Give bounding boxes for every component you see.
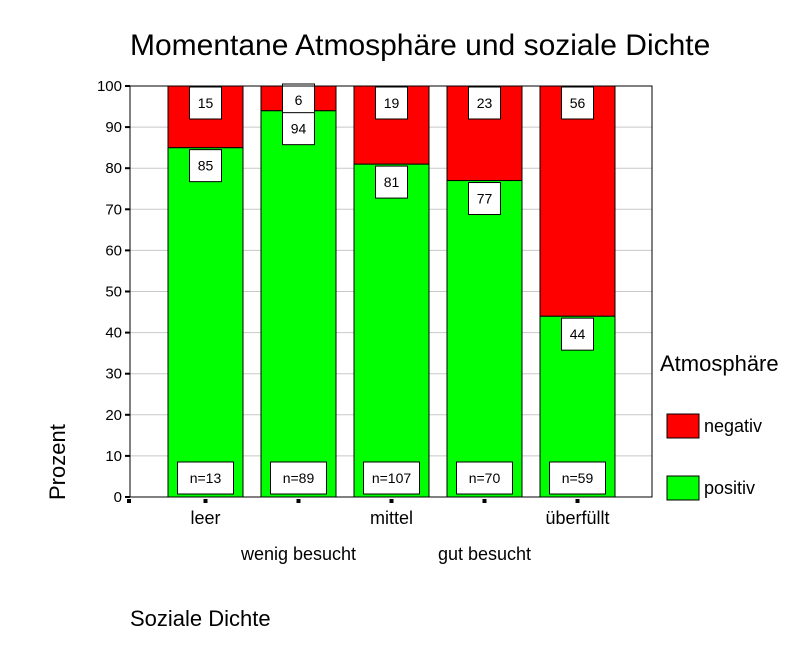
y-axis-title: Prozent xyxy=(45,424,70,500)
bar-negativ xyxy=(539,85,616,317)
n-label-text: n=59 xyxy=(562,470,594,486)
y-tick-label: 80 xyxy=(105,160,122,177)
x-tick-label: überfüllt xyxy=(545,508,609,528)
data-label-positiv-box xyxy=(189,149,222,183)
data-label-negativ-box xyxy=(189,86,222,120)
n-label-text: n=89 xyxy=(283,470,315,486)
y-tick-label: 40 xyxy=(105,325,122,342)
bar-positiv xyxy=(260,110,337,498)
data-label-positiv-text: 44 xyxy=(570,326,586,342)
n-label-box xyxy=(270,461,327,495)
n-label: n=89 xyxy=(270,461,327,495)
data-label-positiv: 94 xyxy=(282,112,315,146)
n-label: n=107 xyxy=(363,461,420,495)
y-tick-label: 30 xyxy=(105,366,122,383)
x-tick-label: mittel xyxy=(370,508,413,528)
x-tick-mark xyxy=(575,499,580,503)
y-tick-label: 100 xyxy=(97,78,122,95)
n-label: n=13 xyxy=(177,461,234,495)
data-label-negativ-box xyxy=(468,86,501,120)
x-tick-label: wenig besucht xyxy=(240,544,356,564)
data-label-positiv-text: 77 xyxy=(477,191,493,207)
y-tick-label: 90 xyxy=(105,119,122,136)
data-label-negativ: 19 xyxy=(375,86,408,120)
x-tick-mark xyxy=(296,499,301,503)
axes: 0 10 20 30 40 50 60 70 80 90 100 leer wenig besucht m… xyxy=(97,78,653,564)
x-tick-mark xyxy=(203,499,208,503)
x-tick-mark xyxy=(482,499,487,503)
data-label-positiv-text: 94 xyxy=(291,121,307,137)
n-label-text: n=70 xyxy=(469,470,501,486)
y-tick-label: 60 xyxy=(105,242,122,259)
bar-positiv xyxy=(167,147,244,498)
n-label-box xyxy=(177,461,234,495)
data-label-negativ-text: 23 xyxy=(477,95,493,111)
chart-title: Momentane Atmosphäre und soziale Dichte xyxy=(130,29,710,62)
legend-swatch-positiv xyxy=(666,475,700,501)
n-label-box xyxy=(549,461,606,495)
data-label-negativ-box xyxy=(561,86,594,120)
x-tick-label: leer xyxy=(190,508,220,528)
n-label: n=70 xyxy=(456,461,513,495)
data-label-negativ-text: 56 xyxy=(570,95,586,111)
data-label-positiv-box xyxy=(282,112,315,146)
data-label-negativ-text: 19 xyxy=(384,95,400,111)
data-label-negativ-text: 6 xyxy=(295,92,303,108)
y-tick-label: 50 xyxy=(105,284,122,301)
data-label-negativ-box xyxy=(375,86,408,120)
n-label-box xyxy=(456,461,513,495)
y-tick-label: 20 xyxy=(105,407,122,424)
data-label-negativ: 56 xyxy=(561,86,594,120)
n-label-box xyxy=(363,461,420,495)
legend: negativ positiv xyxy=(666,413,762,501)
x-axis-title: Soziale Dichte xyxy=(130,606,271,631)
legend-label-negativ: negativ xyxy=(704,416,762,436)
x-tick-label: gut besucht xyxy=(438,544,531,564)
bars: 15 85 n=13 6 94 n=89 19 81 n=107 23 77 n=70 56 44 n=59 xyxy=(167,83,616,498)
data-label-positiv: 81 xyxy=(375,165,408,199)
n-label: n=59 xyxy=(549,461,606,495)
data-label-positiv-text: 85 xyxy=(198,158,214,174)
legend-swatch-negativ xyxy=(666,413,700,439)
data-label-negativ: 15 xyxy=(189,86,222,120)
n-label-text: n=107 xyxy=(372,470,412,486)
legend-title: Atmosphäre xyxy=(660,351,779,376)
bar-negativ xyxy=(446,85,523,182)
x-tick-mark xyxy=(389,499,394,503)
y-tick-label: 10 xyxy=(105,448,122,465)
bar-positiv xyxy=(446,180,523,498)
data-label-positiv: 77 xyxy=(468,182,501,216)
n-label-text: n=13 xyxy=(190,470,222,486)
x-axis-origin-mark xyxy=(127,499,131,503)
data-label-positiv: 85 xyxy=(189,149,222,183)
y-tick-label: 0 xyxy=(114,489,122,506)
data-label-positiv-box xyxy=(468,182,501,216)
data-label-positiv-text: 81 xyxy=(384,174,400,190)
data-label-positiv: 44 xyxy=(561,317,594,351)
data-label-negativ: 23 xyxy=(468,86,501,120)
bar-positiv xyxy=(353,163,430,498)
legend-label-positiv: positiv xyxy=(704,478,755,498)
data-label-positiv-box xyxy=(561,317,594,351)
data-label-negativ-text: 15 xyxy=(198,95,214,111)
y-tick-label: 70 xyxy=(105,201,122,218)
data-label-positiv-box xyxy=(375,165,408,199)
data-label-negativ: 6 xyxy=(282,83,315,117)
